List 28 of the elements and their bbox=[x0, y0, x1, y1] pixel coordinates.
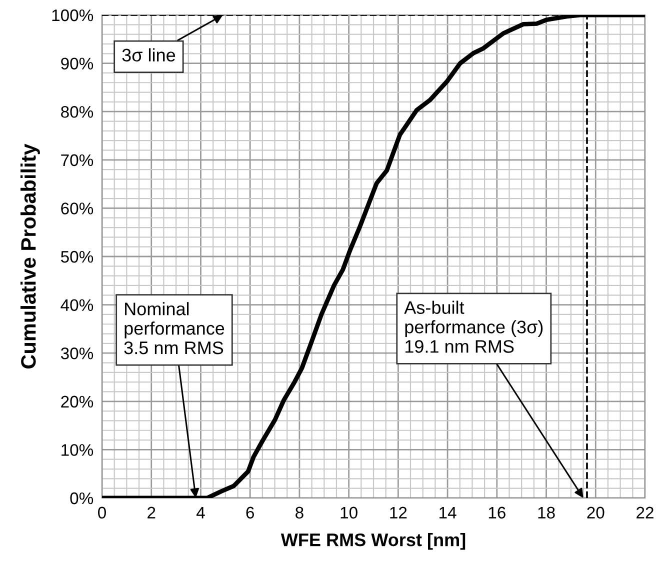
x-tick-label: 10 bbox=[340, 506, 358, 519]
y-tick-label: 40% bbox=[60, 299, 94, 312]
y-tick-label: 20% bbox=[61, 396, 94, 408]
y-axis-title: Cumulative Probability bbox=[20, 144, 40, 369]
x-tick-label: 0 bbox=[98, 506, 106, 519]
annotation: Nominal performance 3.5 nm RMS bbox=[124, 302, 224, 354]
annotation: As-built performance (3σ) 19.1 nm RMS bbox=[404, 300, 543, 353]
y-tick-label: 0% bbox=[70, 492, 94, 504]
y-tick-label: 60% bbox=[61, 202, 94, 214]
x-tick-label: 2 bbox=[148, 506, 156, 518]
x-tick-label: 4 bbox=[196, 506, 205, 518]
y-tick-label: 80% bbox=[61, 106, 94, 118]
x-tick-label: 18 bbox=[538, 506, 555, 519]
x-tick-label: 12 bbox=[390, 506, 407, 518]
annotation: 3σ line bbox=[122, 48, 176, 62]
y-tick-label: 90% bbox=[61, 58, 94, 70]
x-axis-title: WFE RMS Worst [nm] bbox=[280, 532, 466, 550]
x-tick-label: 8 bbox=[296, 506, 304, 519]
x-tick-label: 20 bbox=[587, 506, 604, 519]
y-tick-label: 10% bbox=[62, 444, 94, 456]
x-tick-label: 16 bbox=[488, 506, 506, 519]
y-tick-label: 70% bbox=[61, 154, 94, 166]
y-tick-label: 30% bbox=[60, 348, 94, 360]
y-tick-label: 100% bbox=[52, 9, 94, 22]
x-tick-label: 6 bbox=[246, 506, 254, 519]
x-tick-label: 22 bbox=[636, 506, 654, 518]
x-tick-label: 14 bbox=[440, 506, 456, 518]
y-tick-label: 50% bbox=[60, 250, 94, 263]
